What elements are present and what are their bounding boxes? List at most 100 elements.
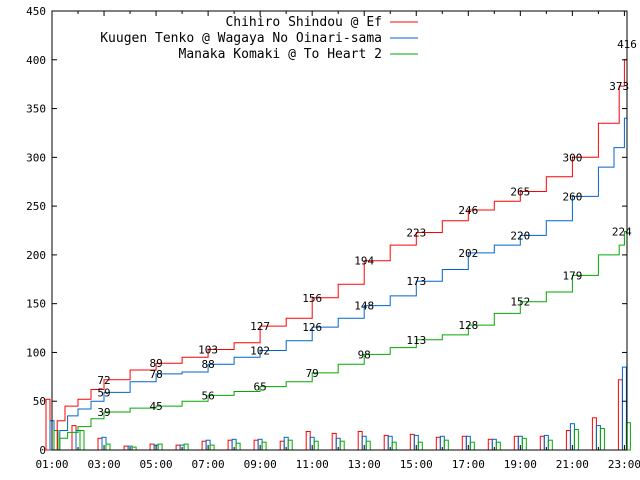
data-label: 223 [406,227,426,240]
hourly-bar [279,440,285,451]
hourly-bar [495,441,501,451]
y-tick-label: 450 [26,5,46,18]
data-label: 59 [97,386,110,399]
x-tick-label: 05:00 [140,458,173,471]
hourly-bar [305,431,311,451]
y-tick-label: 150 [26,298,46,311]
data-label: 65 [253,381,266,394]
data-label: 152 [510,296,530,309]
hourly-bar [521,437,527,451]
hourly-bar [45,398,51,451]
hourly-bar [209,444,215,451]
hourly-bar [383,434,389,451]
hourly-bar [547,439,553,451]
hourly-bar [469,441,475,451]
series-line [52,86,628,451]
y-tick-label: 350 [26,103,46,116]
hourly-bar [513,435,519,451]
hourly-bar [621,366,627,451]
data-label: 45 [149,400,162,413]
hourly-bar [71,425,77,451]
hourly-bar [591,417,597,451]
hourly-bar [565,430,571,451]
y-tick-label: 250 [26,200,46,213]
x-tick-label: 23:00 [608,458,640,471]
data-label: 56 [201,389,214,402]
hourly-bar [365,440,371,451]
data-label: 103 [198,344,218,357]
hourly-bar [573,429,579,451]
y-tick-label: 400 [26,54,46,67]
hourly-bar [391,441,397,451]
hourly-bar [157,443,163,451]
hourly-bar [435,436,441,451]
data-label: 220 [510,229,530,242]
x-tick-label: 17:00 [452,458,485,471]
data-label: 148 [354,300,374,313]
data-label: 79 [306,367,319,380]
hourly-bar [461,435,467,451]
data-label: 88 [201,358,214,371]
data-label: 246 [458,204,478,217]
hourly-bar [149,443,155,451]
data-label: 39 [97,406,110,419]
data-label: 202 [458,247,478,260]
data-label: 128 [458,319,478,332]
series-line [52,225,628,451]
data-label: 179 [562,269,582,282]
hourly-bar [201,440,207,451]
data-label: 89 [149,357,162,370]
hourly-bar [79,430,85,451]
hourly-bar [339,440,345,451]
hourly-bar [617,379,623,451]
hourly-bar [313,440,319,451]
hourly-bar [357,431,363,451]
x-tick-label: 13:00 [348,458,381,471]
data-label: 78 [149,368,162,381]
data-label: 156 [302,292,322,305]
y-tick-label: 50 [33,395,46,408]
y-tick-label: 100 [26,346,46,359]
data-label: 300 [562,151,582,164]
axes-layer: 0 50 100 150 200 250 300 350 400 450 01:00 03:00 05:… [26,5,640,471]
data-label: 127 [250,320,270,333]
plot-frame [51,10,628,451]
data-label: 98 [358,348,371,361]
data-label: 113 [406,334,426,347]
data-label: 72 [97,374,110,387]
y-tick-label: 200 [26,249,46,262]
hourly-bar [253,439,259,451]
y-tick-label: 300 [26,151,46,164]
x-tick-label: 21:00 [556,458,589,471]
hourly-bar [595,425,601,451]
hourly-bar [235,442,241,451]
data-label: 224 [612,226,632,239]
legend-label: Chihiro Shindou @ Ef [225,15,382,30]
hourly-bar [227,439,233,451]
hourly-bar [287,439,293,451]
legend-label: Kuugen Tenko @ Wagaya No Oinari-sama [100,31,382,46]
legend-label: Manaka Komaki @ To Heart 2 [179,47,383,62]
data-label: 194 [354,255,374,268]
hourly-bar [539,435,545,451]
x-tick-label: 01:00 [35,458,68,471]
hourly-bar [625,422,631,451]
data-label: 173 [406,275,426,288]
hourly-bar [409,433,415,451]
data-label: 102 [250,345,270,358]
hourly-bar [123,445,129,451]
x-tick-label: 09:00 [244,458,277,471]
data-label: 126 [302,321,322,334]
hourly-bar [443,439,449,451]
data-label: 373 [609,80,629,93]
x-tick-label: 07:00 [192,458,225,471]
y-tick-label: 0 [39,444,46,457]
hourly-bar [175,444,181,451]
hourly-bar [105,443,111,451]
series-line [52,44,628,451]
cumulative-lines-layer [52,44,628,451]
data-label: 265 [510,186,530,199]
hourly-bar [183,443,189,451]
